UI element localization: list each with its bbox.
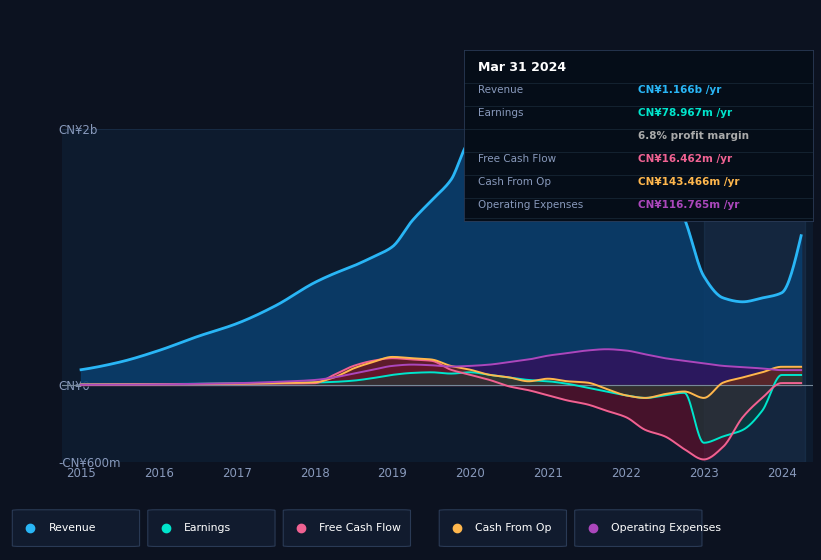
Text: Operating Expenses: Operating Expenses: [611, 523, 721, 533]
Text: 6.8% profit margin: 6.8% profit margin: [639, 130, 750, 141]
Text: Mar 31 2024: Mar 31 2024: [478, 60, 566, 74]
Text: Free Cash Flow: Free Cash Flow: [478, 154, 556, 164]
Text: Operating Expenses: Operating Expenses: [478, 200, 583, 210]
Text: Cash From Op: Cash From Op: [475, 523, 552, 533]
Text: Earnings: Earnings: [478, 108, 523, 118]
FancyBboxPatch shape: [575, 510, 702, 547]
Text: Cash From Op: Cash From Op: [478, 177, 551, 187]
Text: Revenue: Revenue: [48, 523, 96, 533]
Text: Free Cash Flow: Free Cash Flow: [319, 523, 401, 533]
Text: CN¥116.765m /yr: CN¥116.765m /yr: [639, 200, 740, 210]
Text: CN¥78.967m /yr: CN¥78.967m /yr: [639, 108, 732, 118]
Text: CN¥1.166b /yr: CN¥1.166b /yr: [639, 85, 722, 95]
Text: Revenue: Revenue: [478, 85, 523, 95]
Text: Earnings: Earnings: [184, 523, 231, 533]
Text: CN¥143.466m /yr: CN¥143.466m /yr: [639, 177, 740, 187]
Text: CN¥16.462m /yr: CN¥16.462m /yr: [639, 154, 732, 164]
FancyBboxPatch shape: [12, 510, 140, 547]
Bar: [704, 129, 805, 462]
FancyBboxPatch shape: [148, 510, 275, 547]
FancyBboxPatch shape: [439, 510, 566, 547]
FancyBboxPatch shape: [283, 510, 410, 547]
